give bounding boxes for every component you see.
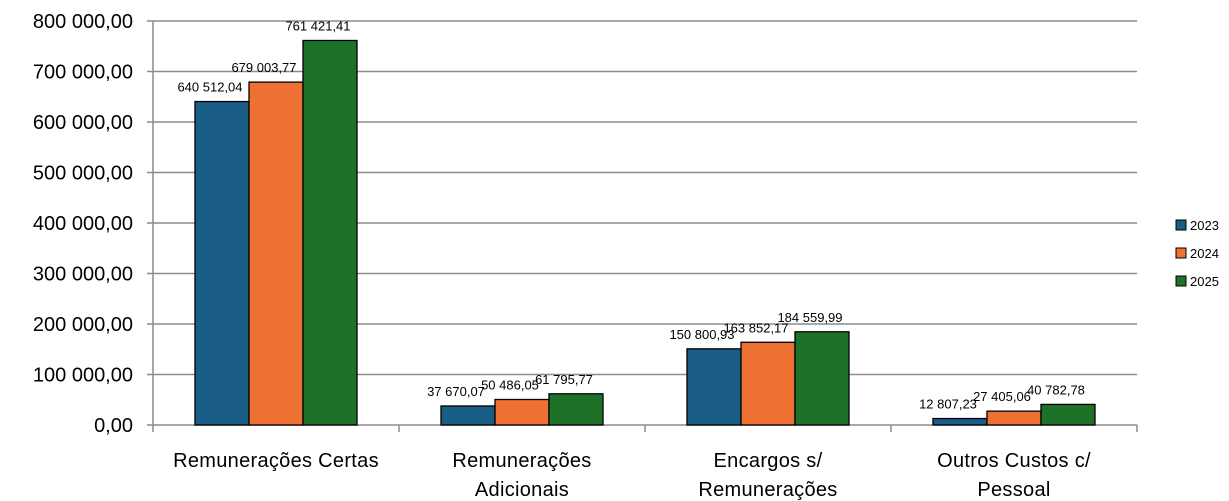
bar-2024	[986, 410, 1042, 426]
bar-2023	[440, 405, 496, 426]
legend-swatch	[1175, 219, 1187, 231]
legend: 2023 2024 2025	[1175, 218, 1219, 289]
x-category-label: Pessoal	[977, 479, 1050, 501]
y-tick-label: 800 000,00	[33, 11, 133, 33]
data-label: 184 559,99	[777, 310, 842, 325]
legend-label: 2024	[1190, 246, 1219, 261]
y-tick-label: 100 000,00	[33, 365, 133, 387]
data-label: 150 800,93	[669, 327, 734, 342]
legend-swatch	[1175, 275, 1187, 287]
bars	[194, 39, 1096, 426]
bar-2023	[932, 417, 988, 426]
y-tick-label: 700 000,00	[33, 62, 133, 84]
data-label: 50 486,05	[481, 378, 539, 393]
legend-label: 2023	[1190, 218, 1219, 233]
legend-label: 2025	[1190, 274, 1219, 289]
x-category-label: Adicionais	[475, 479, 569, 501]
x-axis: Remunerações Certas Remunerações Adicionai…	[152, 424, 1138, 501]
legend-swatch	[1175, 247, 1187, 259]
data-label: 37 670,07	[427, 384, 485, 399]
y-tick-label: 300 000,00	[33, 264, 133, 286]
y-axis: 0,00 100 000,00 200 000,00 300 000,00 400 00…	[33, 11, 154, 437]
data-label: 61 795,77	[535, 372, 593, 387]
x-category-label: Remunerações Certas	[173, 450, 379, 472]
bar-2024	[494, 398, 550, 426]
data-label: 40 782,78	[1027, 382, 1085, 397]
y-tick-label: 0,00	[94, 415, 133, 437]
bar-2025	[302, 39, 358, 426]
bar-2024	[248, 81, 304, 426]
bar-2025	[1040, 403, 1096, 426]
data-label: 679 003,77	[231, 60, 296, 75]
y-tick-label: 600 000,00	[33, 112, 133, 134]
data-labels: 640 512,04 37 670,07 150 800,93 12 807,23 67…	[177, 18, 1084, 411]
y-tick-label: 400 000,00	[33, 213, 133, 235]
bar-2023	[686, 348, 742, 426]
data-label: 27 405,06	[973, 389, 1031, 404]
y-tick-label: 500 000,00	[33, 163, 133, 185]
bar-2023	[194, 100, 250, 426]
bar-2025	[794, 331, 850, 426]
y-tick-label: 200 000,00	[33, 314, 133, 336]
bar-2025	[548, 393, 604, 426]
bar-2024	[740, 341, 796, 426]
data-label: 761 421,41	[285, 18, 350, 33]
data-label: 12 807,23	[919, 397, 977, 412]
x-category-label: Outros Custos c/	[937, 450, 1091, 472]
x-category-label: Remunerações	[698, 479, 837, 501]
x-category-label: Encargos s/	[714, 450, 823, 472]
data-label: 163 852,17	[723, 320, 788, 335]
data-label: 640 512,04	[177, 80, 242, 95]
x-category-label: Remunerações	[452, 450, 591, 472]
